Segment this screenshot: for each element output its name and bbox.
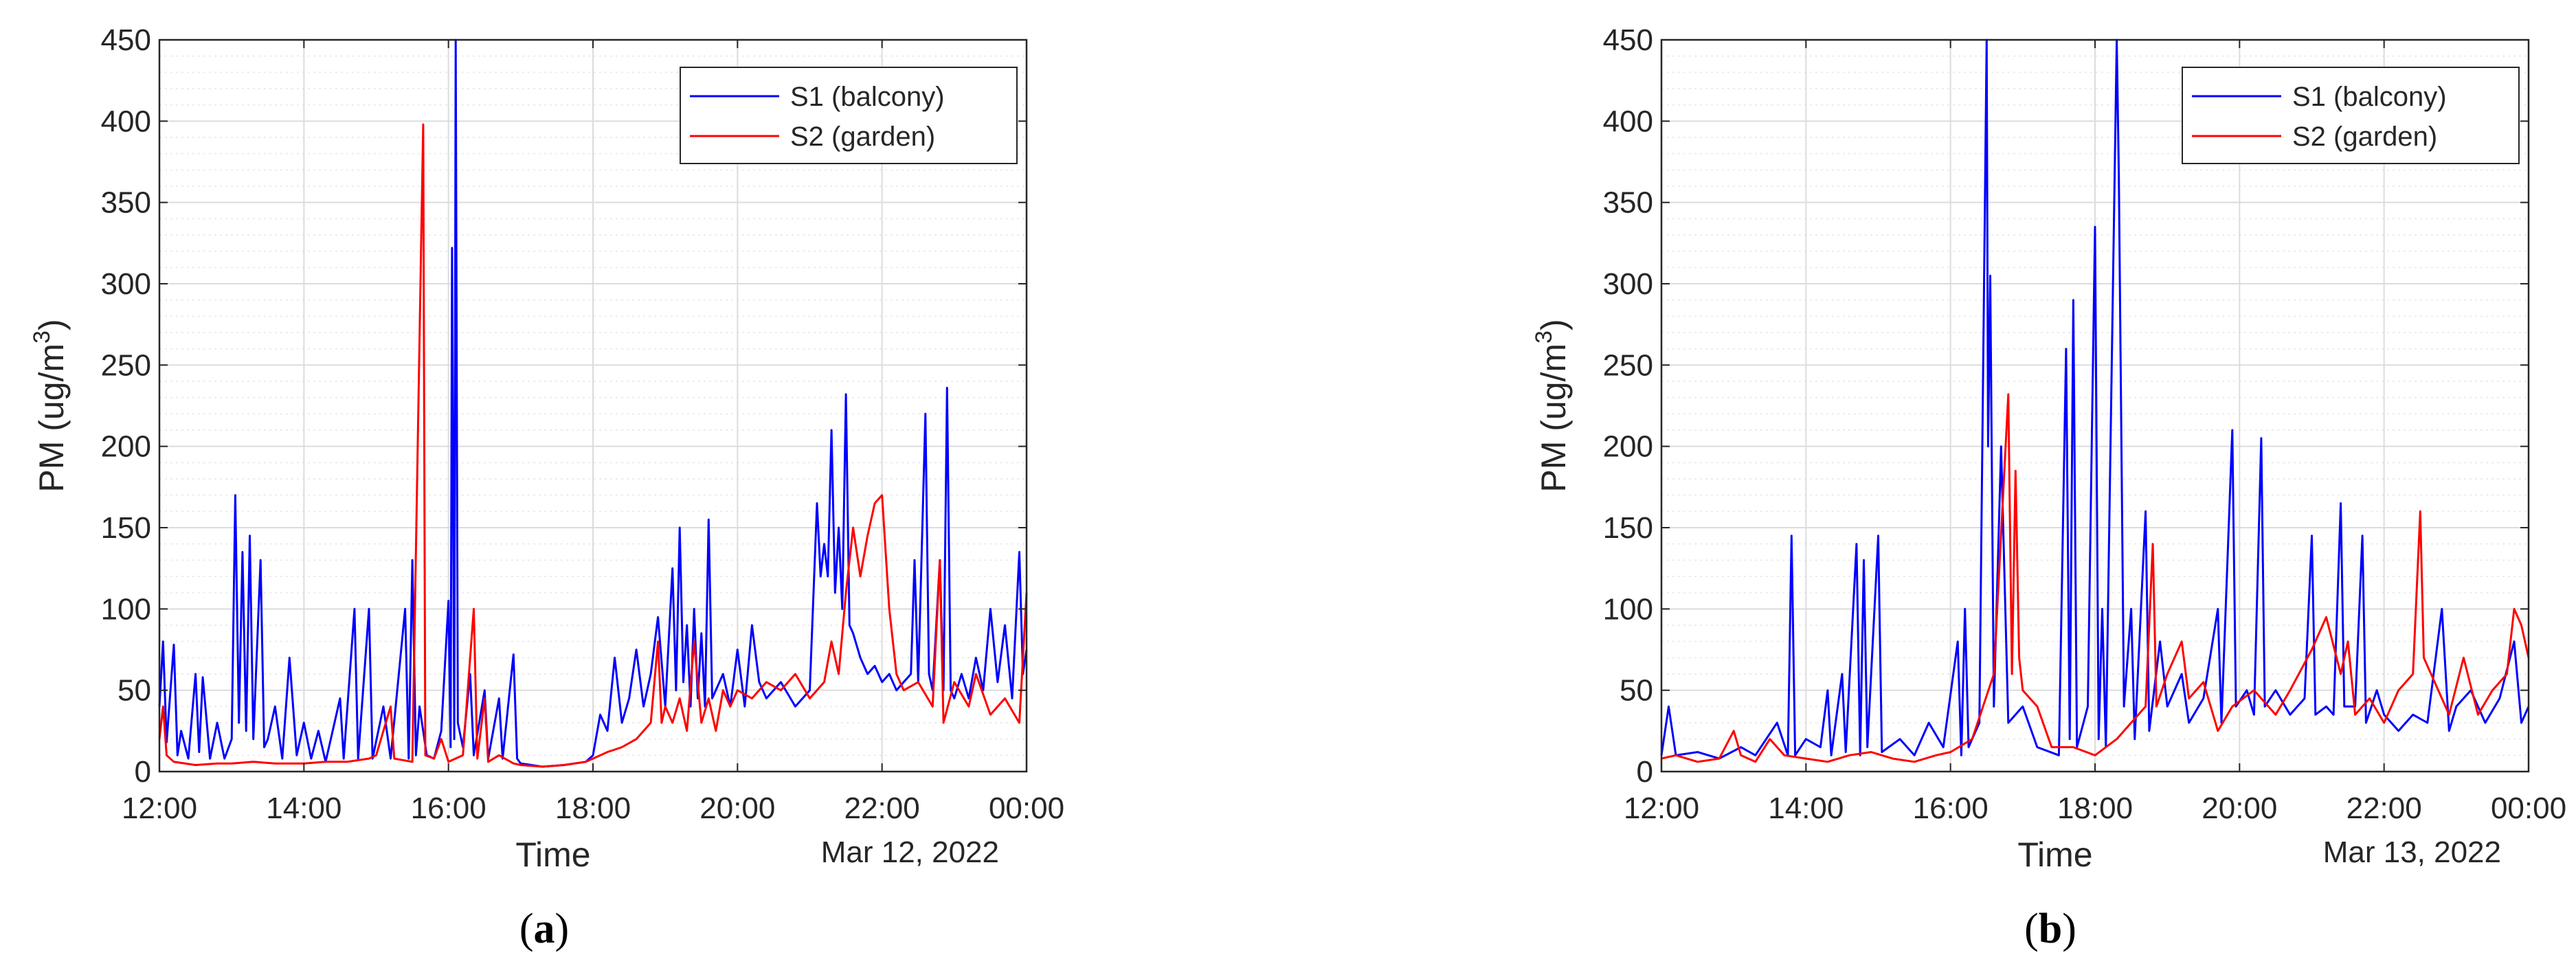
y-tick-label: 450 [1603, 23, 1653, 57]
y-tick-label: 400 [1603, 104, 1653, 138]
y-tick-label: 50 [117, 674, 151, 708]
legend: S1 (balcony) S2 (garden) [2182, 67, 2520, 164]
x-tick-label: 00:00 [2491, 791, 2566, 825]
y-axis-title-suffix: ) [1534, 319, 1573, 330]
grid [1661, 39, 2529, 772]
legend-label: S1 (balcony) [790, 82, 945, 112]
series-line-s1 [1660, 38, 2530, 760]
legend: S1 (balcony) S2 (garden) [680, 67, 1018, 164]
y-tick-label: 100 [1603, 592, 1653, 626]
x-tick-label: 12:00 [122, 791, 197, 825]
x-tick-label: 18:00 [555, 791, 631, 825]
y-axis-title: PM (ug/m3) [1531, 319, 1573, 492]
x-tick-label: 00:00 [989, 791, 1064, 825]
panel-caption-open: ( [519, 906, 534, 952]
legend-label: S2 (garden) [790, 122, 935, 152]
panel-b-chart: 0 50 100 150 200 250 300 350 400 450 12:00 14:00 16:… [1531, 23, 2566, 952]
panel-a-chart: 0 50 100 150 200 250 300 350 400 450 12:00 14:00 16:… [29, 23, 1064, 952]
x-tick-label: 12:00 [1624, 791, 1699, 825]
panel-caption: (b) [2024, 906, 2076, 952]
x-tick-label: 14:00 [1768, 791, 1844, 825]
y-axis-title: PM (ug/m3) [29, 319, 71, 492]
legend-box [2182, 67, 2520, 164]
x-tick-label: 20:00 [2202, 791, 2277, 825]
y-axis-title-superscript: 3 [29, 330, 55, 344]
y-tick-label: 300 [1603, 267, 1653, 301]
y-tick-label: 200 [101, 430, 151, 464]
y-tick-label: 150 [1603, 511, 1653, 545]
y-tick-label: 400 [101, 104, 151, 138]
panel-caption-close: ) [555, 906, 570, 952]
series-line-s1 [158, 38, 1028, 768]
grid [159, 39, 1027, 772]
y-axis-title-suffix: ) [32, 319, 71, 330]
date-label: Mar 13, 2022 [2323, 835, 2501, 869]
y-tick-label: 300 [101, 267, 151, 301]
panel-caption-letter: a [534, 906, 555, 952]
x-axis-title: Time [515, 835, 590, 874]
y-tick-label: 50 [1620, 674, 1653, 708]
x-tick-label: 16:00 [411, 791, 486, 825]
panel-caption-close: ) [2062, 906, 2076, 952]
x-tick-label: 18:00 [2057, 791, 2133, 825]
y-tick-label: 150 [101, 511, 151, 545]
legend-box [680, 67, 1018, 164]
y-axis-title-prefix: PM (ug/m [32, 344, 71, 493]
y-axis-title-superscript: 3 [1531, 330, 1557, 344]
x-tick-label: 22:00 [2347, 791, 2422, 825]
x-tick-label: 20:00 [699, 791, 775, 825]
y-axis-title-prefix: PM (ug/m [1534, 344, 1573, 493]
panel-caption: (a) [519, 906, 569, 952]
panel-caption-letter: b [2039, 906, 2062, 952]
x-axis-title: Time [2017, 835, 2092, 874]
x-tick-label: 22:00 [844, 791, 920, 825]
panel-caption-open: ( [2024, 906, 2039, 952]
date-label: Mar 12, 2022 [821, 835, 999, 869]
y-tick-label: 200 [1603, 430, 1653, 464]
legend-label: S1 (balcony) [2292, 82, 2447, 112]
series-line-s2 [1661, 393, 2530, 763]
y-tick-label: 250 [101, 348, 151, 382]
series-line-s2 [158, 123, 1028, 768]
y-tick-label: 350 [1603, 186, 1653, 220]
legend-label: S2 (garden) [2292, 122, 2437, 152]
y-tick-label: 450 [101, 23, 151, 57]
x-tick-label: 16:00 [1913, 791, 1989, 825]
x-tick-label: 14:00 [266, 791, 341, 825]
y-tick-label: 0 [1637, 755, 1653, 789]
y-tick-label: 350 [101, 186, 151, 220]
y-tick-label: 250 [1603, 348, 1653, 382]
y-tick-label: 100 [101, 592, 151, 626]
y-tick-label: 0 [135, 755, 151, 789]
